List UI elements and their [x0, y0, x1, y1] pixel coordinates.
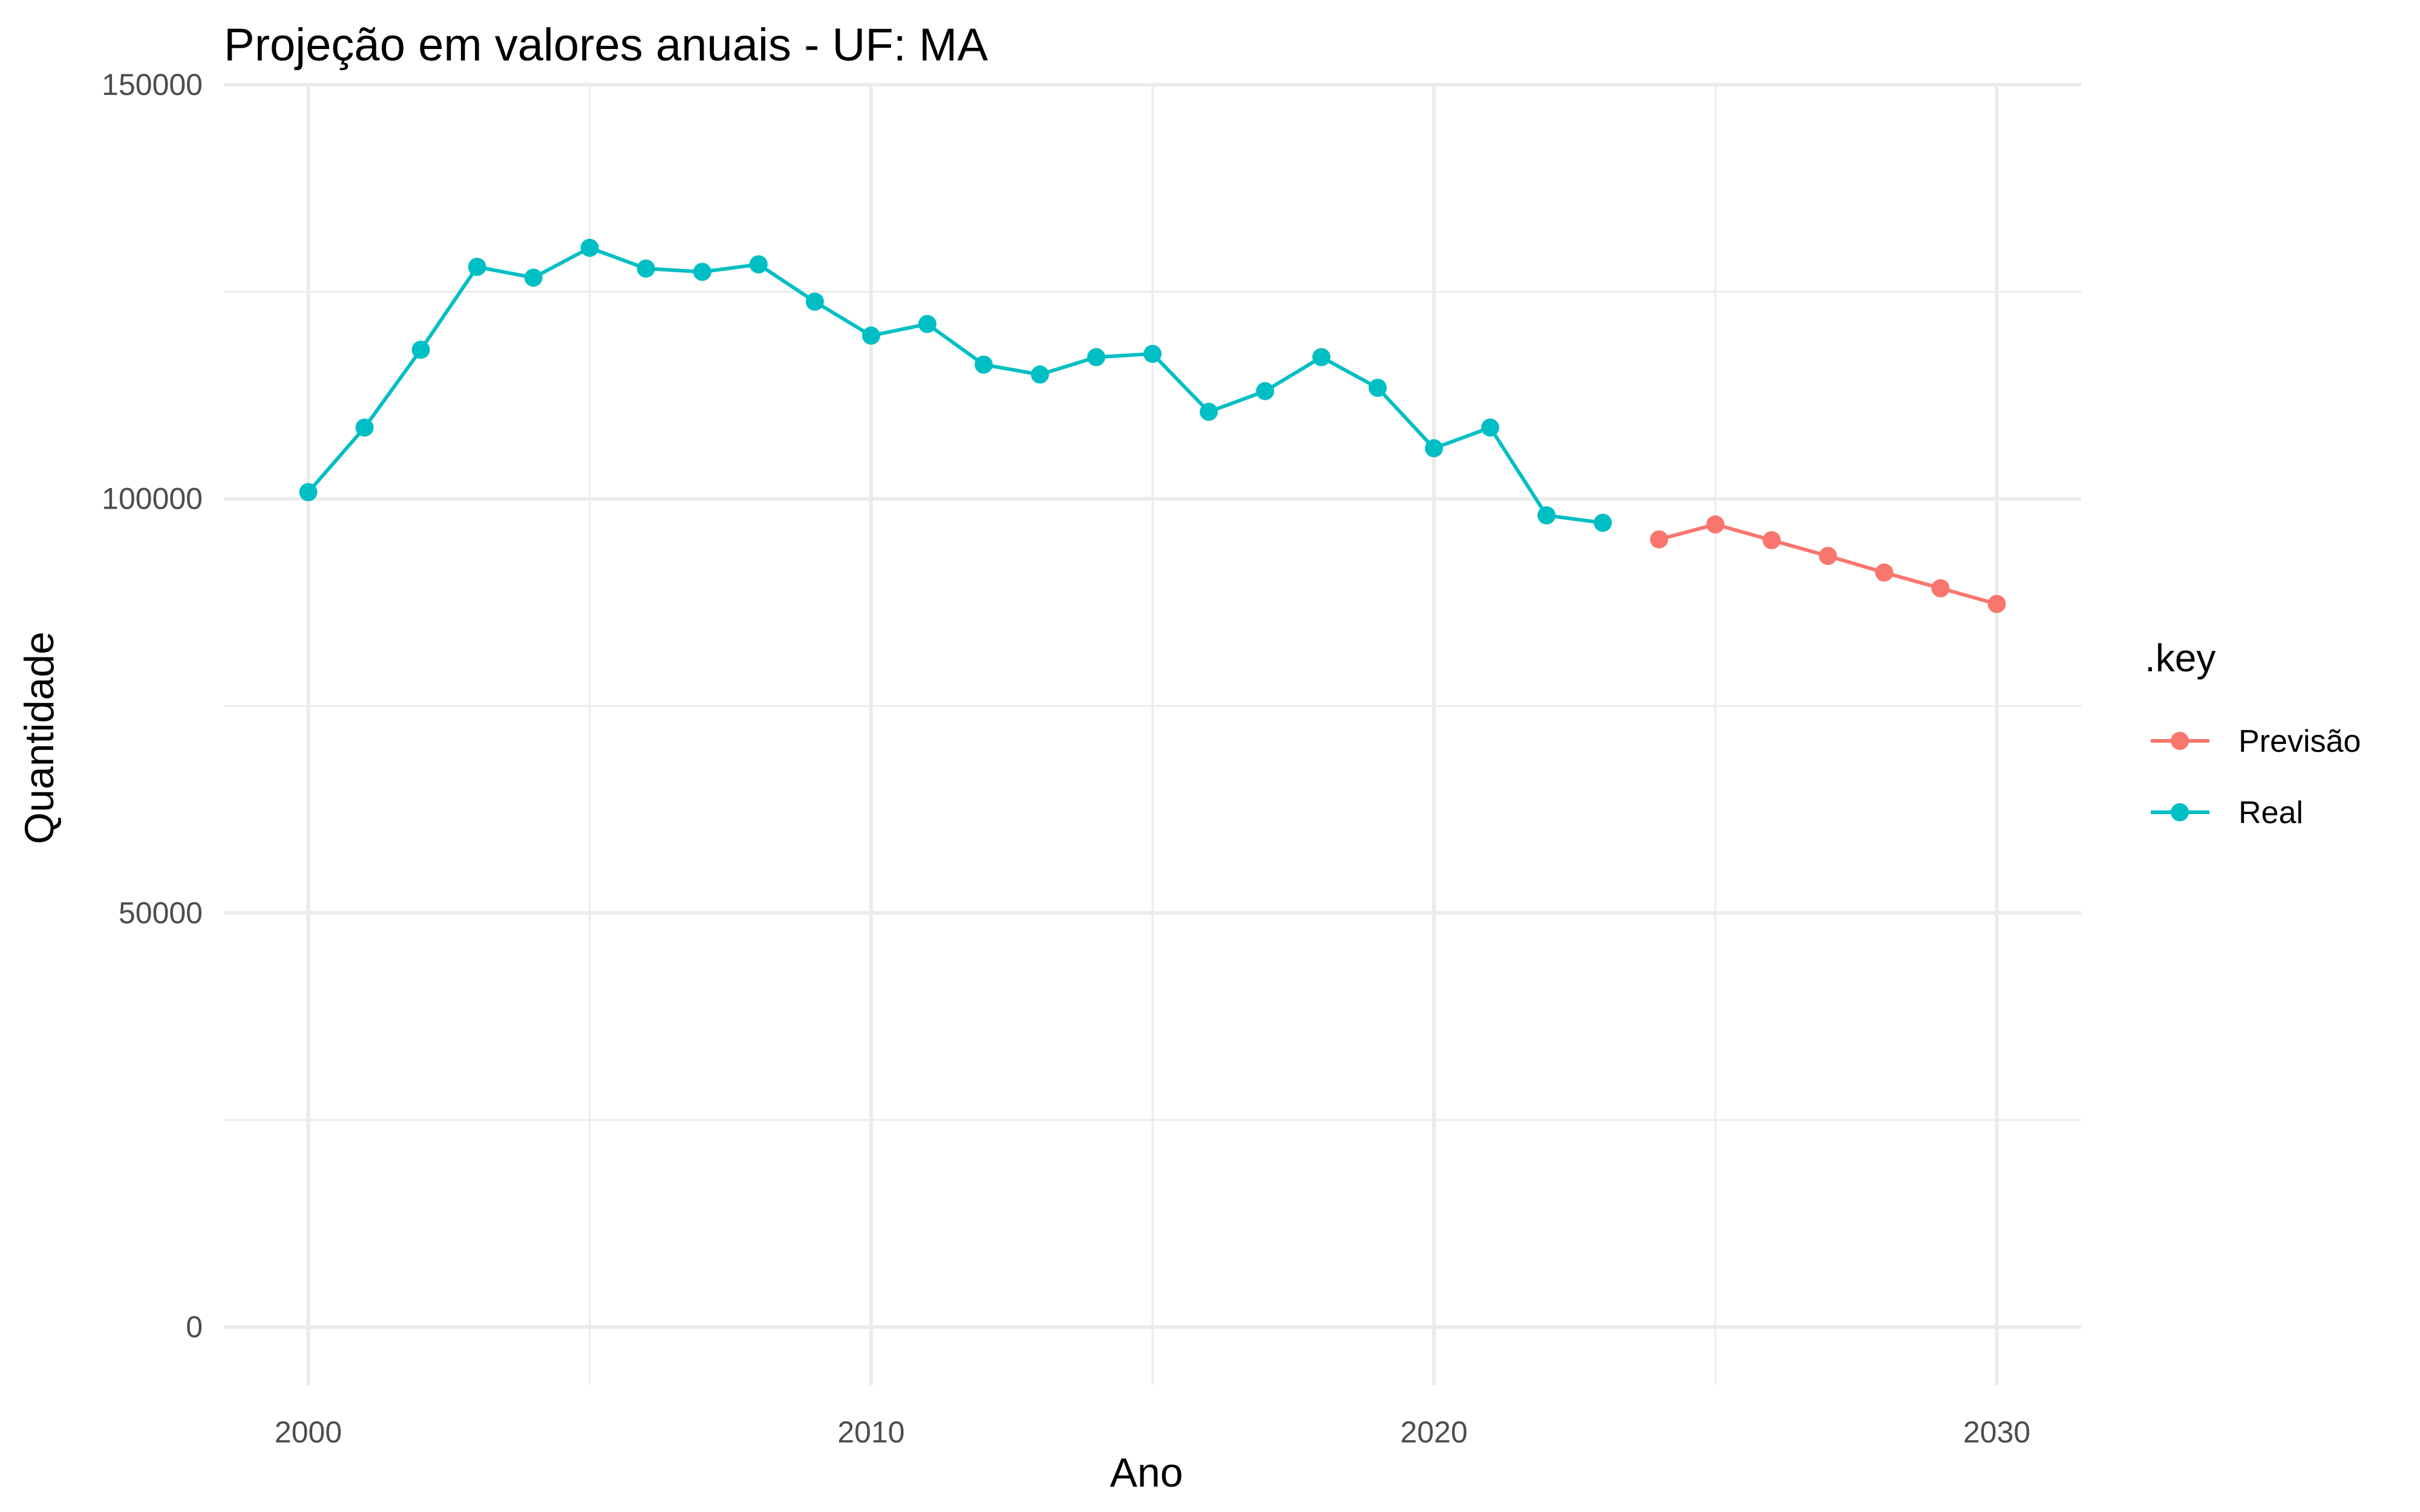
- data-point: [1819, 547, 1837, 565]
- legend-item: Previsão: [2151, 724, 2361, 759]
- data-point: [693, 262, 711, 281]
- data-point: [1931, 579, 1950, 598]
- data-point: [862, 326, 880, 345]
- data-point: [918, 314, 937, 333]
- data-point: [1200, 402, 1218, 421]
- x-axis-title: Ano: [1110, 1450, 1183, 1496]
- legend-label: Real: [2238, 795, 2303, 830]
- grid: [224, 83, 2081, 1385]
- x-axis-ticks: 2000 2010 2020 2030: [275, 1415, 2030, 1449]
- data-point: [1481, 418, 1500, 437]
- data-point: [580, 238, 599, 257]
- y-axis-title: Quantidade: [16, 631, 62, 844]
- series-points-previsão: [1650, 515, 2006, 613]
- data-point: [1706, 515, 1725, 534]
- series-layer: [299, 238, 2006, 613]
- data-point: [411, 341, 430, 359]
- data-point: [1650, 530, 1669, 549]
- data-point: [1087, 348, 1105, 367]
- data-point: [1537, 506, 1556, 525]
- series-points-real: [299, 238, 1612, 532]
- x-tick-label: 2030: [1963, 1415, 2030, 1449]
- x-tick-label: 2000: [275, 1415, 342, 1449]
- data-point: [1987, 595, 2006, 613]
- data-point: [355, 418, 374, 437]
- legend-items: Previsão Real: [2151, 724, 2361, 830]
- y-tick-label: 0: [186, 1310, 203, 1344]
- data-point: [974, 355, 993, 374]
- data-point: [1762, 531, 1781, 550]
- y-axis-ticks: 0 50000 100000 150000: [102, 68, 203, 1344]
- data-point: [1143, 345, 1162, 363]
- data-point: [1594, 513, 1612, 532]
- data-point: [1030, 365, 1049, 384]
- data-point: [299, 483, 318, 501]
- legend-title: .key: [2145, 636, 2216, 680]
- legend-item: Real: [2151, 795, 2303, 830]
- y-tick-label: 100000: [102, 482, 203, 516]
- x-tick-label: 2010: [837, 1415, 904, 1449]
- chart-title: Projeção em valores anuais - UF: MA: [224, 19, 988, 71]
- y-tick-label: 150000: [102, 68, 203, 102]
- series-line: [307, 246, 1603, 525]
- legend-key-point: [2171, 732, 2189, 750]
- legend-key-point: [2171, 803, 2189, 821]
- series-real: [307, 246, 1603, 525]
- data-point: [468, 258, 486, 276]
- data-point: [1369, 379, 1387, 397]
- legend: .key Previsão Real: [2145, 636, 2361, 830]
- data-point: [1875, 563, 1894, 582]
- legend-label: Previsão: [2238, 724, 2361, 759]
- data-point: [805, 292, 824, 311]
- data-point: [524, 269, 543, 287]
- data-point: [1425, 439, 1444, 458]
- data-point: [636, 259, 655, 278]
- data-point: [1256, 382, 1275, 400]
- data-point: [1312, 348, 1331, 367]
- x-tick-label: 2020: [1401, 1415, 1468, 1449]
- y-tick-label: 50000: [119, 896, 203, 930]
- data-point: [749, 255, 768, 274]
